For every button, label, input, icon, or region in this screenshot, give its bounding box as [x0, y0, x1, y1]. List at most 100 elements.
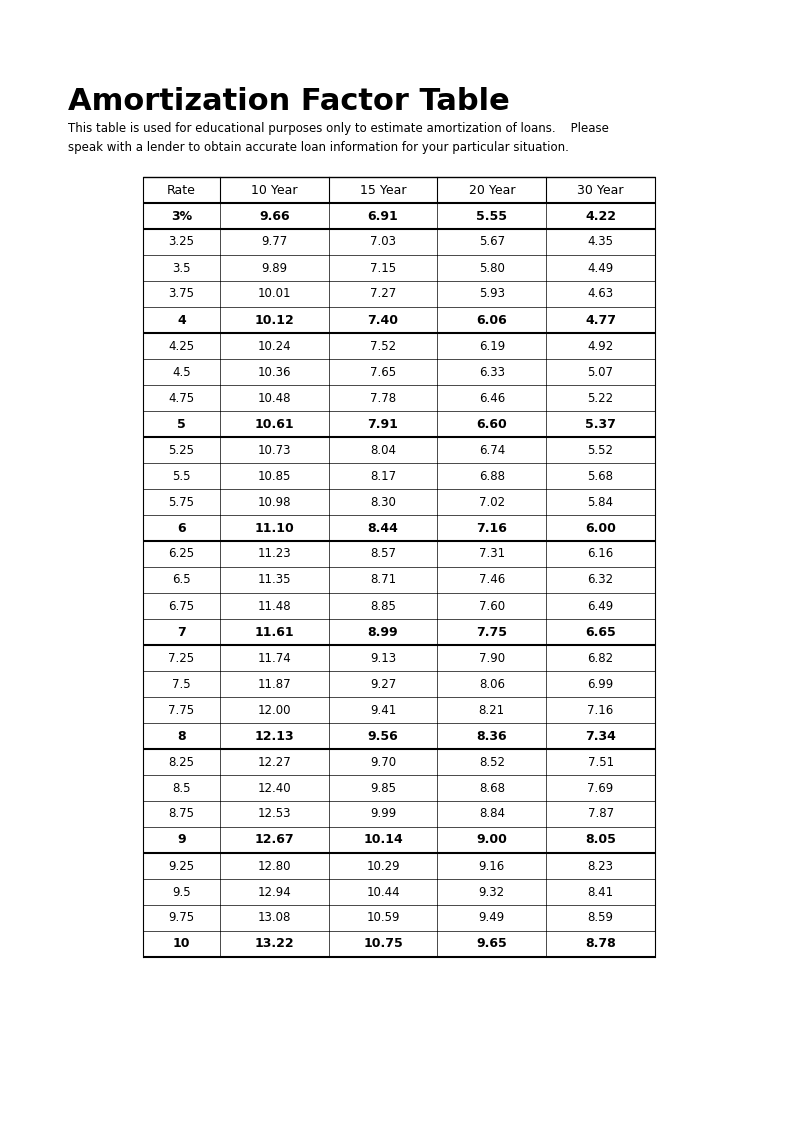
- Text: 9.5: 9.5: [172, 885, 190, 899]
- Text: 9.00: 9.00: [477, 834, 508, 846]
- Text: 20 Year: 20 Year: [469, 184, 515, 196]
- Text: 6.25: 6.25: [168, 548, 194, 561]
- Text: 7.90: 7.90: [479, 652, 505, 664]
- Text: 7.91: 7.91: [368, 417, 398, 431]
- Text: Rate: Rate: [167, 184, 196, 196]
- Text: 8: 8: [177, 729, 186, 743]
- Text: 6.88: 6.88: [479, 469, 505, 482]
- Text: 8.04: 8.04: [370, 443, 396, 457]
- Text: 10.75: 10.75: [363, 938, 403, 950]
- Text: 7.51: 7.51: [588, 755, 614, 769]
- Text: 6.5: 6.5: [172, 573, 190, 587]
- Text: 8.75: 8.75: [168, 808, 194, 820]
- Text: 8.23: 8.23: [588, 859, 614, 873]
- Text: 6.49: 6.49: [588, 599, 614, 613]
- Text: 9.66: 9.66: [259, 210, 289, 222]
- Text: 7.5: 7.5: [172, 678, 190, 690]
- Text: 9.16: 9.16: [479, 859, 505, 873]
- Text: 9: 9: [177, 834, 186, 846]
- Text: 11.61: 11.61: [255, 625, 294, 638]
- Text: 8.52: 8.52: [479, 755, 505, 769]
- Text: 7.34: 7.34: [585, 729, 616, 743]
- Text: 11.10: 11.10: [255, 522, 294, 534]
- Text: 7.78: 7.78: [370, 392, 396, 405]
- Text: 9.13: 9.13: [370, 652, 396, 664]
- Text: 4.49: 4.49: [588, 261, 614, 275]
- Text: 6.46: 6.46: [479, 392, 505, 405]
- Text: 5.93: 5.93: [479, 287, 505, 301]
- Text: 12.13: 12.13: [255, 729, 294, 743]
- Text: 11.23: 11.23: [258, 548, 291, 561]
- Text: 10: 10: [173, 938, 190, 950]
- Text: 4.77: 4.77: [585, 313, 616, 327]
- Text: 12.27: 12.27: [257, 755, 291, 769]
- Text: 10.85: 10.85: [258, 469, 291, 482]
- Text: 10.29: 10.29: [366, 859, 400, 873]
- Text: 4.5: 4.5: [172, 366, 190, 378]
- Text: 5.75: 5.75: [168, 496, 194, 508]
- Text: 10.44: 10.44: [366, 885, 400, 899]
- Text: 4.75: 4.75: [168, 392, 194, 405]
- Text: 12.40: 12.40: [258, 782, 291, 794]
- Text: 4.22: 4.22: [585, 210, 616, 222]
- Text: 6.32: 6.32: [588, 573, 614, 587]
- Text: 8.5: 8.5: [172, 782, 190, 794]
- Text: 7.31: 7.31: [479, 548, 505, 561]
- Text: 10.14: 10.14: [363, 834, 403, 846]
- Text: 8.85: 8.85: [370, 599, 396, 613]
- Text: 8.06: 8.06: [479, 678, 505, 690]
- Text: 8.21: 8.21: [479, 703, 505, 717]
- Text: 12.00: 12.00: [258, 703, 291, 717]
- Text: 8.36: 8.36: [477, 729, 507, 743]
- Text: 5.22: 5.22: [588, 392, 614, 405]
- Text: 8.44: 8.44: [368, 522, 398, 534]
- Text: 6: 6: [177, 522, 186, 534]
- Text: 4: 4: [177, 313, 186, 327]
- Text: 7.03: 7.03: [370, 236, 396, 248]
- Text: 12.53: 12.53: [258, 808, 291, 820]
- Text: 15 Year: 15 Year: [360, 184, 406, 196]
- Text: 13.22: 13.22: [255, 938, 294, 950]
- Text: 7.16: 7.16: [588, 703, 614, 717]
- Text: 9.77: 9.77: [261, 236, 287, 248]
- Text: 6.74: 6.74: [479, 443, 505, 457]
- Text: 3%: 3%: [170, 210, 192, 222]
- Text: 8.68: 8.68: [479, 782, 505, 794]
- Text: 3.25: 3.25: [168, 236, 194, 248]
- Text: 10.73: 10.73: [258, 443, 291, 457]
- Text: 4.25: 4.25: [168, 340, 194, 352]
- Text: 6.33: 6.33: [479, 366, 505, 378]
- Text: 8.59: 8.59: [588, 911, 614, 925]
- Text: 8.84: 8.84: [479, 808, 505, 820]
- Text: 3.5: 3.5: [172, 261, 190, 275]
- Text: 10.98: 10.98: [258, 496, 291, 508]
- Text: 9.70: 9.70: [370, 755, 396, 769]
- Text: 10.36: 10.36: [258, 366, 291, 378]
- Text: 6.75: 6.75: [168, 599, 194, 613]
- Text: 5.80: 5.80: [479, 261, 504, 275]
- Text: 6.19: 6.19: [479, 340, 505, 352]
- Text: 7.65: 7.65: [370, 366, 396, 378]
- Text: 7.60: 7.60: [479, 599, 505, 613]
- Text: 9.85: 9.85: [370, 782, 396, 794]
- Text: 5.07: 5.07: [588, 366, 614, 378]
- Text: 9.25: 9.25: [168, 859, 194, 873]
- Text: 10.12: 10.12: [255, 313, 294, 327]
- Text: 5.25: 5.25: [168, 443, 194, 457]
- Text: 7: 7: [177, 625, 186, 638]
- Text: 5.67: 5.67: [479, 236, 505, 248]
- Text: 11.87: 11.87: [258, 678, 291, 690]
- Text: 10.48: 10.48: [258, 392, 291, 405]
- Text: 5: 5: [177, 417, 186, 431]
- Text: 8.17: 8.17: [370, 469, 396, 482]
- Text: 6.60: 6.60: [477, 417, 508, 431]
- Text: 10 Year: 10 Year: [251, 184, 297, 196]
- Text: 5.55: 5.55: [477, 210, 508, 222]
- Text: 9.89: 9.89: [261, 261, 287, 275]
- Text: 7.87: 7.87: [588, 808, 614, 820]
- Text: 7.16: 7.16: [477, 522, 508, 534]
- Text: 8.41: 8.41: [588, 885, 614, 899]
- Text: 6.00: 6.00: [585, 522, 616, 534]
- Text: 8.57: 8.57: [370, 548, 396, 561]
- Text: 5.84: 5.84: [588, 496, 614, 508]
